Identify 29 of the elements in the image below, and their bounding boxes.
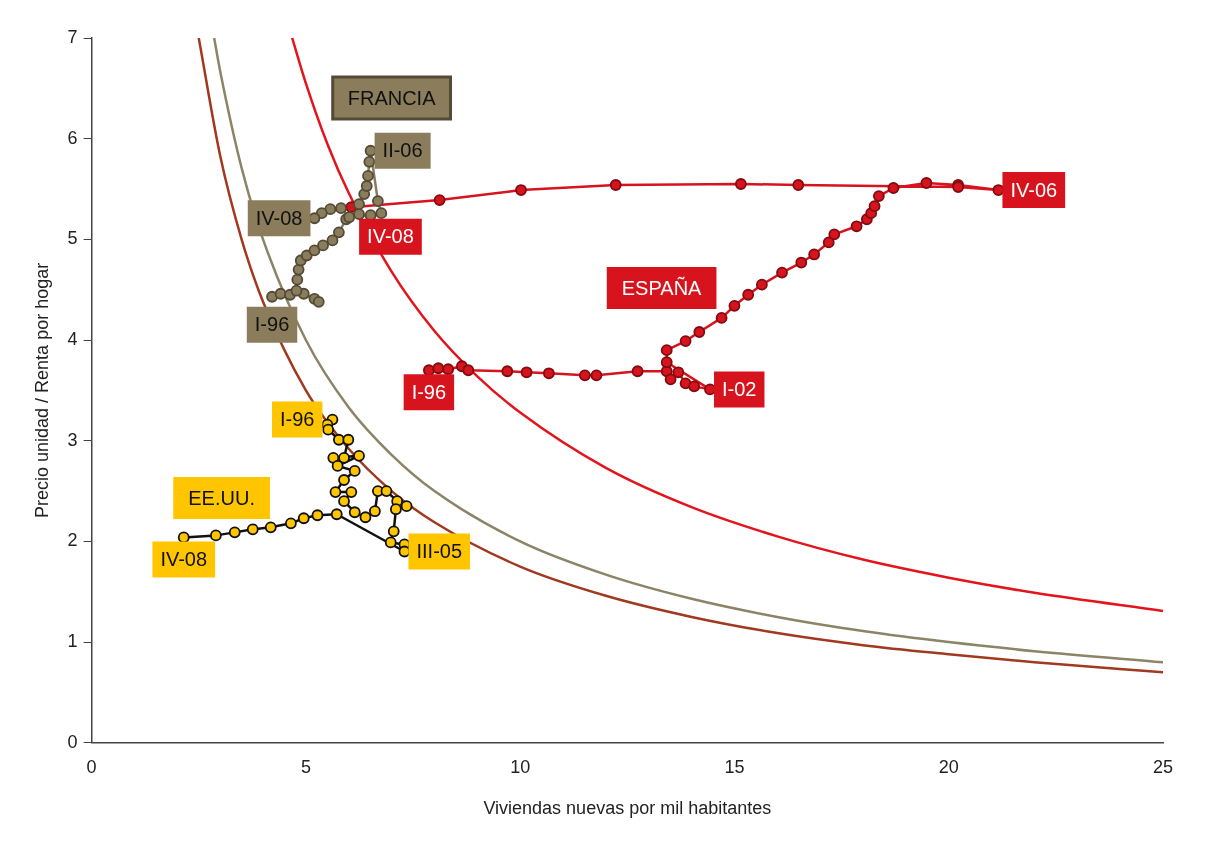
x-axis-title: Viviendas nuevas por mil habitantes [483,798,772,819]
series-label: ESPAÑA [621,275,703,299]
data-label: I-96 [254,313,290,336]
text: FRANCIA [347,86,437,109]
data-label: IV-06 [1010,178,1058,201]
x-tick-label: 20 [938,756,959,777]
data-label: I-96 [411,380,447,403]
y-tick-label: 0 [67,731,78,752]
x-tick-label: 5 [300,756,311,777]
data-label: I-96 [279,408,315,431]
x-tick-label: 0 [86,756,97,777]
x-tick-label: 25 [1152,756,1174,777]
data-label: IV-08 [255,206,303,229]
y-tick-label: 1 [67,631,78,652]
y-tick-label: 2 [67,530,78,551]
data-label: IV-08 [367,225,414,248]
series-label: EE.UU. [188,486,255,509]
x-tick-label: 10 [510,756,531,777]
y-axis-title: Precio unidad / Renta por hogar [31,262,52,518]
data-label: II-06 [382,139,423,162]
y-tick-label: 4 [67,329,78,350]
x-tick-label: 15 [724,756,745,777]
y-tick-label: 7 [67,26,78,47]
y-tick-label: 6 [67,127,78,148]
data-label: III-05 [416,540,463,563]
data-label: I-02 [722,377,757,400]
y-tick-label: 5 [67,228,78,249]
data-label: IV-08 [160,547,208,570]
y-tick-label: 3 [67,429,78,450]
